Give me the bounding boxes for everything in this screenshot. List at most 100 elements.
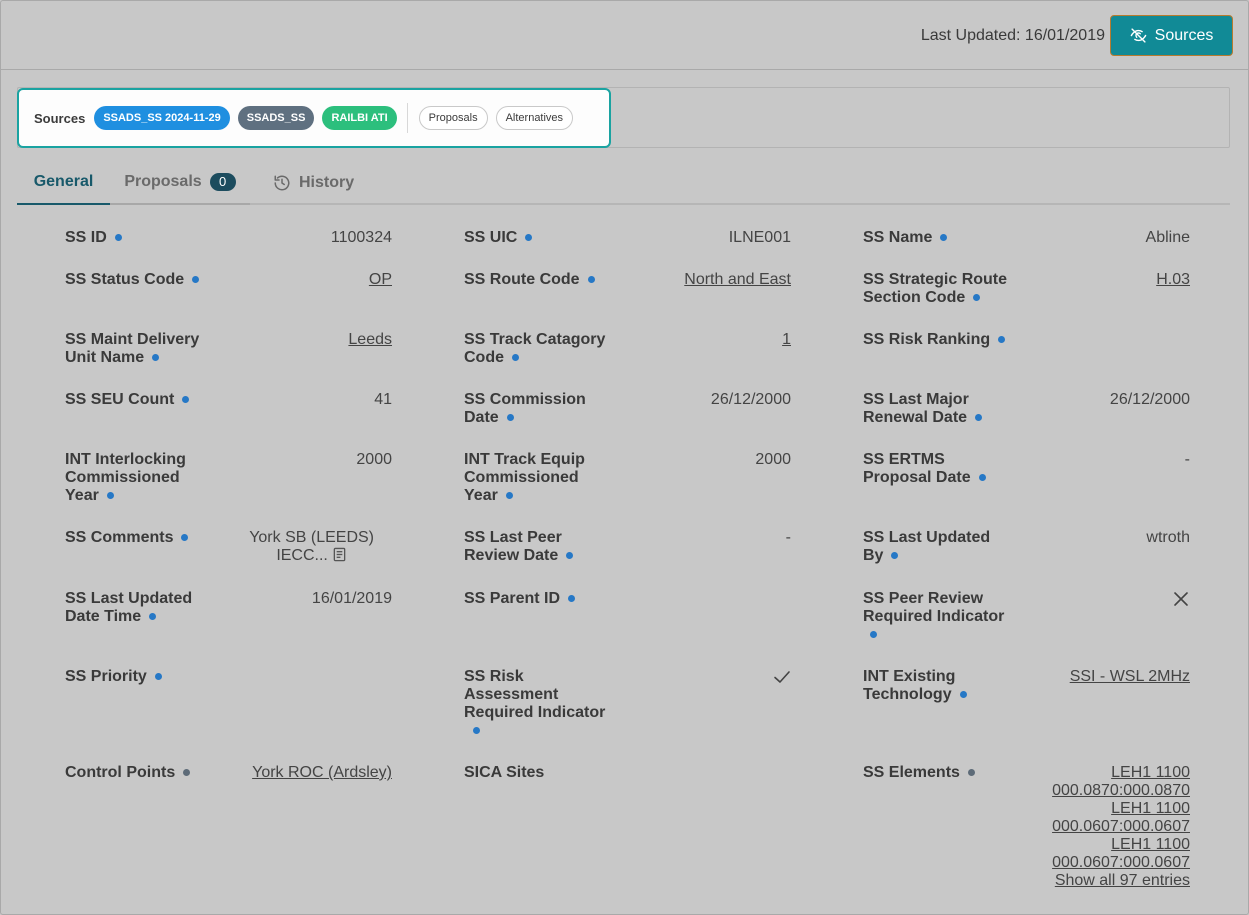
field-label: SS Maint Delivery Unit Name [65,331,200,366]
sources-button[interactable]: Sources [1110,15,1233,56]
document-icon[interactable] [332,547,347,562]
field-label: SS Commission Date [464,391,586,426]
tab-history-label: History [299,173,355,191]
check-icon [774,671,790,683]
info-dot-icon[interactable] [973,294,981,302]
ss-element-link[interactable]: 000.0870:000.0870 [1052,782,1190,799]
info-dot-icon[interactable] [181,534,189,542]
field-value-link[interactable]: H.03 [1156,271,1190,288]
field-label: INT Interlocking Commissioned Year [65,451,186,504]
field-label: SS Comments [65,529,174,546]
tab-history[interactable]: History [273,160,354,205]
ss-elements-list: LEH1 1100 000.0870:000.0870 LEH1 1100 00… [1052,764,1190,890]
ss-element-link[interactable]: 000.0607:000.0607 [1052,818,1190,835]
field-value: York SB (LEEDS) IECC... [249,529,374,565]
field-label: SS Parent ID [464,590,561,607]
info-dot-icon[interactable] [183,769,191,777]
info-dot-icon[interactable] [512,354,519,362]
field-value: 1100324 [330,229,392,246]
info-dot-icon[interactable] [473,727,480,735]
ss-element-link[interactable]: LEH1 1100 [1111,764,1190,781]
comments-line-2: IECC... [276,547,328,564]
last-updated-text: Last Updated: 16/01/2019 [920,27,1105,44]
field-label: SS Peer Review Required Indicator [863,590,1005,625]
field-label: SS Priority [65,668,147,685]
field-value-link[interactable]: 1 [782,331,791,348]
field-label: SS Name [863,229,933,246]
info-dot-icon[interactable] [959,691,967,699]
info-dot-icon[interactable] [149,613,157,621]
field-value: - [1184,451,1190,468]
field-value: 2000 [755,451,791,468]
info-dot-icon[interactable] [870,631,877,639]
field-label: Control Points [65,764,176,781]
sources-button-label: Sources [1154,26,1214,44]
field-label: INT Track Equip Commissioned Year [464,451,585,504]
info-dot-icon[interactable] [152,354,160,362]
field-value: 26/12/2000 [710,391,791,408]
proposals-link-pill[interactable]: Proposals [418,106,488,130]
field-label: SS Risk Ranking [863,331,991,348]
info-dot-icon[interactable] [940,234,948,242]
info-dot-icon[interactable] [192,276,200,284]
ss-element-link[interactable]: LEH1 1100 [1111,836,1190,853]
tab-bar: General Proposals 0 History [17,160,1230,205]
tab-proposals[interactable]: Proposals 0 [110,160,250,205]
info-dot-icon[interactable] [506,414,514,422]
info-dot-icon[interactable] [998,336,1006,344]
top-bar: Last Updated: 16/01/2019 [1,1,1248,70]
info-dot-icon[interactable] [114,234,122,242]
eye-off-icon [1130,28,1146,43]
field-value-link[interactable]: Leeds [348,331,392,348]
field-value-link[interactable]: SSI - WSL 2MHz [1069,668,1190,685]
field-label: SS Risk Assessment Required Indicator [464,668,606,721]
field-value-link[interactable]: North and East [684,271,791,288]
info-dot-icon[interactable] [978,474,986,482]
info-dot-icon[interactable] [568,595,576,603]
comments-line-1: York SB (LEEDS) [249,529,374,546]
source-pill-ssads-dated[interactable]: SSADS_SS 2024-11-29 [94,106,230,130]
info-dot-icon[interactable] [975,414,983,422]
field-label: INT Existing Technology [863,668,956,703]
info-dot-icon[interactable] [154,673,162,681]
field-label: SS Last Peer Review Date [464,529,562,564]
ss-element-link[interactable]: LEH1 1100 [1111,800,1190,817]
field-value-link[interactable]: OP [368,271,392,288]
alternatives-link-pill[interactable]: Alternatives [495,106,574,130]
info-dot-icon[interactable] [891,552,899,560]
tab-general-label: General [33,172,94,190]
sources-label: Sources [34,110,86,126]
field-value: wtroth [1146,529,1190,546]
sources-panel: Sources SSADS_SS 2024-11-29 SSADS_SS RAI… [17,88,611,148]
info-dot-icon[interactable] [525,234,533,242]
field-value: 41 [374,391,392,408]
field-label: SS Track Catagory Code [464,331,606,366]
info-dot-icon[interactable] [106,492,114,500]
info-dot-icon[interactable] [566,552,574,560]
field-label: SS Last Updated Date Time [65,590,193,625]
field-label: SS Last Major Renewal Date [863,391,969,426]
ss-element-link[interactable]: 000.0607:000.0607 [1052,854,1190,871]
source-pill-ssads[interactable]: SSADS_SS [237,106,315,130]
info-dot-icon[interactable] [182,396,190,404]
field-label: SS SEU Count [65,391,175,408]
field-label: SS Last Updated By [863,529,991,564]
field-value: Abline [1145,229,1190,246]
field-value: 2000 [356,451,392,468]
field-value: - [785,529,791,546]
field-value: 26/12/2000 [1109,391,1190,408]
show-all-entries-link[interactable]: Show all 97 entries [1054,872,1190,889]
tab-general[interactable]: General [17,160,110,205]
divider [406,103,408,133]
info-dot-icon[interactable] [587,276,595,284]
field-label: SICA Sites [464,764,545,781]
field-value-link[interactable]: York ROC (Ardsley) [252,764,392,781]
field-label: SS Elements [863,764,960,781]
source-pill-railbi[interactable]: RAILBI ATI [322,106,397,130]
history-icon [274,175,290,190]
cross-icon [1174,592,1188,606]
field-value: 16/01/2019 [311,590,392,607]
info-dot-icon[interactable] [505,492,513,500]
field-label: SS Route Code [464,271,580,288]
info-dot-icon[interactable] [967,769,975,777]
